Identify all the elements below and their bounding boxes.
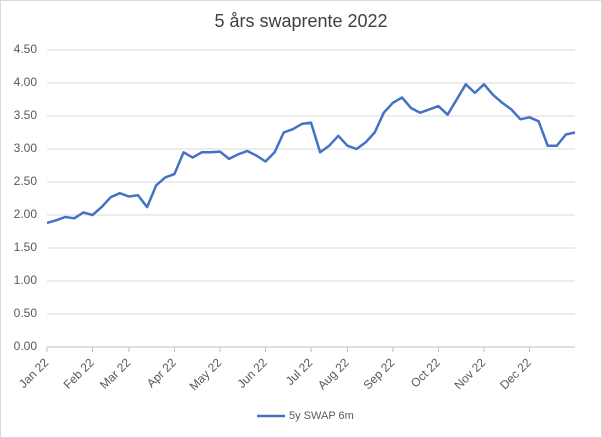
legend-label: 5y SWAP 6m [289,410,354,422]
y-tick-label: 0.00 [14,339,38,353]
y-tick-label: 2.50 [14,174,38,188]
y-tick-label: 4.50 [14,42,38,56]
y-tick-label: 3.50 [14,108,38,122]
y-tick-label: 0.50 [14,306,38,320]
y-tick-label: 2.00 [14,207,38,221]
line [46,83,576,225]
y-tick-label: 4.00 [14,75,38,89]
y-tick-label: 1.50 [14,240,38,254]
y-tick-label: 1.00 [14,273,38,287]
chart-title: 5 års swaprente 2022 [214,11,387,31]
y-tick-label: 3.00 [14,141,38,155]
